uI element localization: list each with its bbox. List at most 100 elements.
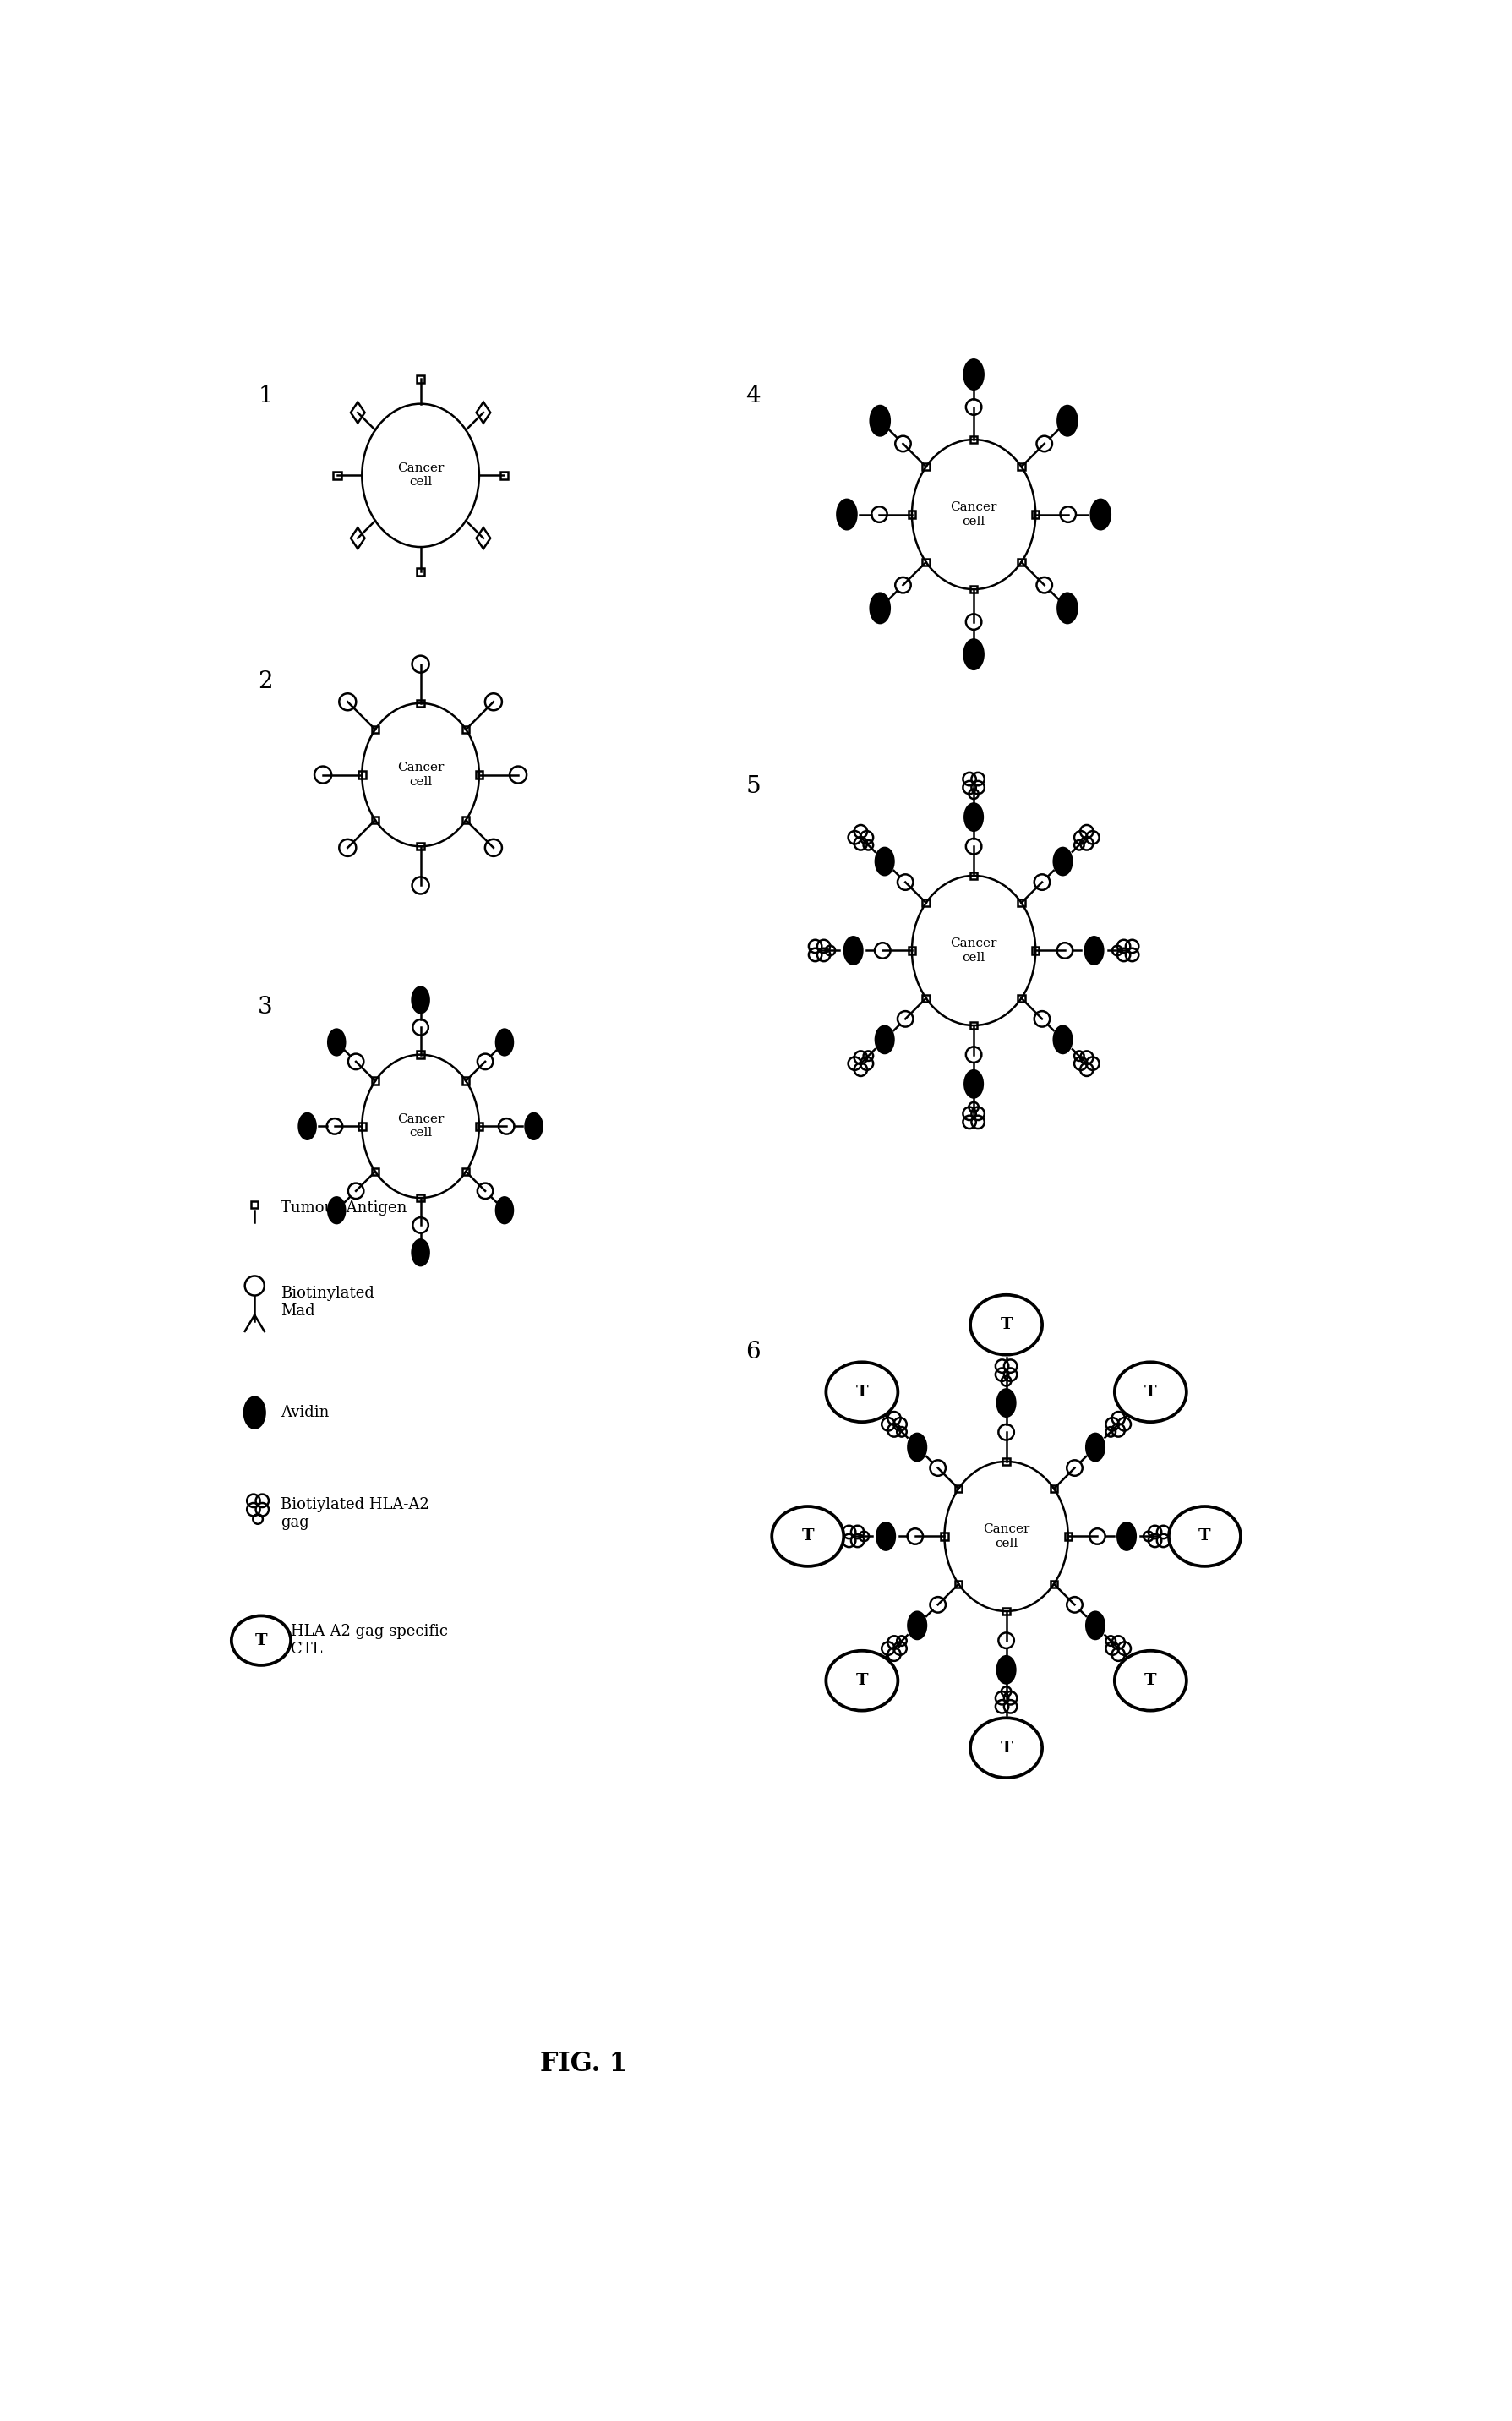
Ellipse shape <box>245 1397 265 1428</box>
Bar <box>1033 947 1039 954</box>
Bar <box>1018 559 1025 567</box>
Bar <box>417 700 425 707</box>
Text: 5: 5 <box>745 775 761 797</box>
Text: T: T <box>1199 1528 1211 1545</box>
Bar <box>922 559 930 567</box>
Text: Cancer
cell: Cancer cell <box>398 763 445 787</box>
Ellipse shape <box>413 988 429 1012</box>
Ellipse shape <box>1114 1651 1187 1712</box>
Bar <box>463 1077 469 1085</box>
Text: T: T <box>999 1741 1013 1755</box>
Text: Cancer
cell: Cancer cell <box>951 937 996 964</box>
Bar <box>463 816 469 823</box>
Bar <box>1018 462 1025 470</box>
Ellipse shape <box>909 1433 927 1460</box>
Bar <box>1064 1532 1072 1540</box>
Text: 2: 2 <box>259 671 272 692</box>
Text: Cancer
cell: Cancer cell <box>398 462 445 489</box>
Text: 1: 1 <box>259 385 272 407</box>
Ellipse shape <box>1054 847 1072 874</box>
Ellipse shape <box>838 499 857 530</box>
Ellipse shape <box>496 1029 513 1056</box>
Ellipse shape <box>299 1114 316 1140</box>
Bar <box>372 1077 380 1085</box>
Text: Cancer
cell: Cancer cell <box>951 501 996 528</box>
Bar <box>372 816 380 823</box>
Ellipse shape <box>971 1719 1042 1777</box>
Bar <box>1051 1484 1057 1491</box>
Ellipse shape <box>771 1506 844 1566</box>
Bar <box>417 1051 425 1058</box>
Bar <box>922 898 930 905</box>
Ellipse shape <box>996 1390 1016 1416</box>
Text: T: T <box>801 1528 813 1545</box>
Ellipse shape <box>965 1070 983 1097</box>
Bar <box>500 472 508 479</box>
Ellipse shape <box>361 404 479 547</box>
Ellipse shape <box>328 1198 345 1223</box>
Text: Cancer
cell: Cancer cell <box>398 1114 445 1138</box>
Bar <box>971 1022 977 1029</box>
Text: Cancer
cell: Cancer cell <box>983 1523 1030 1549</box>
Bar <box>417 843 425 850</box>
Bar <box>909 947 915 954</box>
Bar <box>333 472 342 479</box>
Ellipse shape <box>231 1615 290 1666</box>
Bar <box>417 569 425 576</box>
Ellipse shape <box>871 407 889 436</box>
Ellipse shape <box>525 1114 543 1140</box>
Text: T: T <box>256 1632 268 1649</box>
Ellipse shape <box>496 1198 513 1223</box>
Ellipse shape <box>361 702 479 847</box>
Bar <box>476 1123 482 1131</box>
Text: Biotinylated
Mad: Biotinylated Mad <box>281 1286 375 1319</box>
Text: T: T <box>856 1673 868 1687</box>
Text: T: T <box>1145 1673 1157 1687</box>
Bar <box>417 375 425 383</box>
Ellipse shape <box>1169 1506 1241 1566</box>
Text: T: T <box>999 1317 1013 1332</box>
Text: HLA-A2 gag specific
CTL: HLA-A2 gag specific CTL <box>290 1624 448 1656</box>
Text: 4: 4 <box>745 385 761 407</box>
Bar <box>1002 1608 1010 1615</box>
Ellipse shape <box>826 1363 898 1421</box>
Bar <box>358 1123 366 1131</box>
Text: FIG. 1: FIG. 1 <box>540 2051 627 2077</box>
Ellipse shape <box>328 1029 345 1056</box>
Text: T: T <box>1145 1385 1157 1399</box>
Bar <box>909 511 915 518</box>
Bar <box>1051 1581 1057 1588</box>
Bar <box>940 1532 948 1540</box>
Ellipse shape <box>965 639 983 668</box>
Bar <box>956 1581 962 1588</box>
Ellipse shape <box>965 358 983 390</box>
Ellipse shape <box>826 1651 898 1712</box>
Ellipse shape <box>877 1523 895 1549</box>
Ellipse shape <box>1114 1363 1187 1421</box>
Ellipse shape <box>1054 1027 1072 1053</box>
Bar <box>1002 1457 1010 1465</box>
Bar <box>463 1167 469 1174</box>
Ellipse shape <box>1086 1433 1104 1460</box>
Ellipse shape <box>1117 1523 1136 1549</box>
Bar <box>971 586 977 593</box>
Text: T: T <box>856 1385 868 1399</box>
Ellipse shape <box>871 593 889 622</box>
Ellipse shape <box>912 876 1036 1027</box>
Bar <box>1018 898 1025 905</box>
Text: 3: 3 <box>259 995 272 1019</box>
Ellipse shape <box>965 804 983 830</box>
Ellipse shape <box>361 1056 479 1198</box>
Ellipse shape <box>875 847 894 874</box>
Ellipse shape <box>1057 407 1077 436</box>
Text: Biotiylated HLA-A2
gag: Biotiylated HLA-A2 gag <box>281 1496 429 1530</box>
Ellipse shape <box>1057 593 1077 622</box>
Bar <box>922 995 930 1002</box>
Bar <box>922 462 930 470</box>
Bar <box>251 1201 259 1208</box>
Bar <box>956 1484 962 1491</box>
Bar <box>372 1167 380 1174</box>
Ellipse shape <box>945 1462 1067 1612</box>
Bar <box>1018 995 1025 1002</box>
Ellipse shape <box>971 1295 1042 1356</box>
